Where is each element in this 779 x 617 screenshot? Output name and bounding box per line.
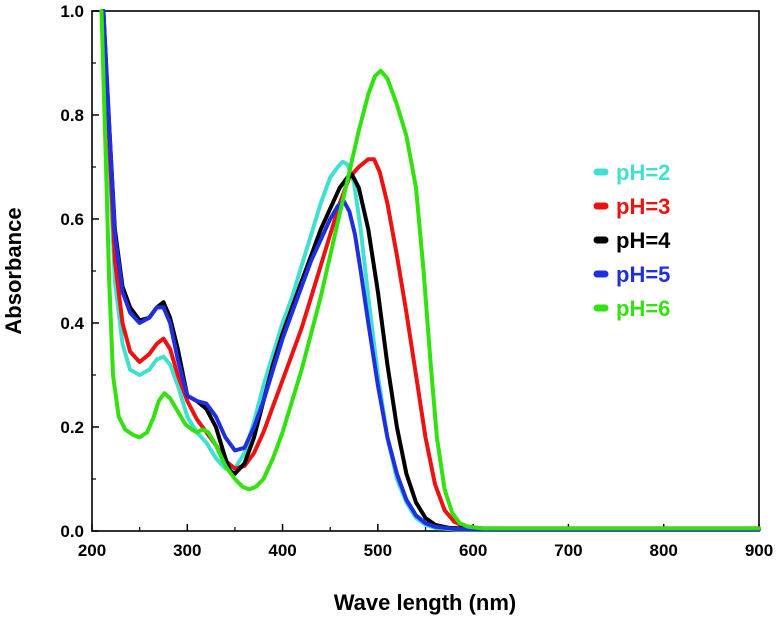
y-tick-label: 0.8	[60, 106, 84, 125]
series-line-ph-6	[99, 9, 761, 531]
legend-label-ph-6: pH=6	[616, 296, 670, 321]
y-tick-label: 1.0	[60, 2, 84, 21]
x-tick-label: 400	[268, 541, 296, 560]
x-tick-label: 500	[364, 541, 392, 560]
y-tick-label: 0.4	[60, 314, 84, 333]
x-tick-labels: 200 300 400 500 600 700 800 900	[78, 541, 773, 560]
y-axis-title: Absorbance	[1, 207, 26, 334]
legend-label-ph-2: pH=2	[616, 160, 670, 185]
x-tick-label: 700	[554, 541, 582, 560]
legend-label-ph-4: pH=4	[616, 228, 671, 253]
x-tick-label: 300	[173, 541, 201, 560]
legend-label-ph-3: pH=3	[616, 194, 670, 219]
y-tick-label: 0.0	[60, 522, 84, 541]
x-tick-label: 200	[78, 541, 106, 560]
x-tick-label: 900	[745, 541, 773, 560]
series-line-ph-3	[101, 9, 761, 531]
y-tick-label: 0.6	[60, 210, 84, 229]
y-tick-label: 0.2	[60, 418, 84, 437]
x-axis-title: Wave length (nm)	[334, 590, 517, 615]
legend: pH=2 pH=3 pH=4 pH=5 pH=6	[593, 160, 671, 321]
y-tick-labels: 0.0 0.2 0.4 0.6 0.8 1.0	[60, 2, 84, 541]
x-tick-label: 600	[459, 541, 487, 560]
series-line-ph-5	[101, 9, 761, 532]
legend-label-ph-5: pH=5	[616, 262, 670, 287]
series-layer	[99, 9, 761, 532]
x-tick-label: 800	[650, 541, 678, 560]
